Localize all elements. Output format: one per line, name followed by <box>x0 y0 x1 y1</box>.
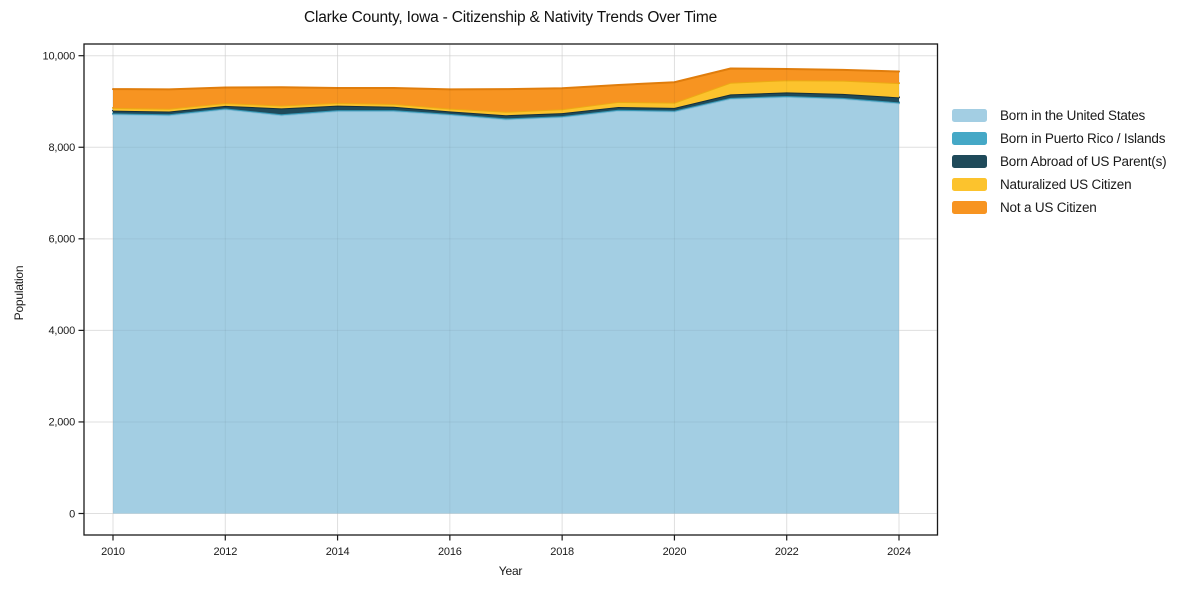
legend-item-born-us: Born in the United States <box>952 104 1166 127</box>
legend-item-not-citizen: Not a US Citizen <box>952 196 1166 219</box>
legend-label-born-puerto-rico: Born in Puerto Rico / Islands <box>1000 131 1166 146</box>
chart-title: Clarke County, Iowa - Citizenship & Nati… <box>303 9 718 26</box>
legend-swatch-naturalized <box>952 178 987 191</box>
axis-ticks <box>78 55 900 541</box>
y-tick-label: 4,000 <box>48 325 75 337</box>
legend-swatch-born-abroad <box>952 155 987 168</box>
x-tick-label: 2014 <box>326 546 350 558</box>
y-tick-label: 8,000 <box>48 142 75 154</box>
area-layer-4 <box>113 68 899 112</box>
x-tick-label: 2010 <box>101 546 125 558</box>
y-tick-label: 10,000 <box>43 51 76 63</box>
x-tick-label: 2022 <box>775 546 799 558</box>
area-layer-3 <box>113 80 899 116</box>
legend: Born in the United States Born in Puerto… <box>952 104 1167 219</box>
plot-border <box>83 43 939 536</box>
y-axis-title-text: Population <box>12 265 26 321</box>
legend-swatch-born-us <box>952 109 987 122</box>
legend-label-naturalized: Naturalized US Citizen <box>1000 177 1132 192</box>
y-tick-label: 6,000 <box>48 234 75 246</box>
area-layer-0 <box>113 96 899 514</box>
x-tick-label: 2018 <box>550 546 574 558</box>
area-layer-2 <box>113 92 899 119</box>
y-tick-label: 0 <box>69 508 75 520</box>
area-layers <box>112 67 900 514</box>
x-tick-label: 2016 <box>438 546 462 558</box>
legend-label-born-abroad: Born Abroad of US Parent(s) <box>1000 154 1167 169</box>
legend-item-naturalized: Naturalized US Citizen <box>952 173 1166 196</box>
legend-swatch-born-puerto-rico <box>952 132 987 145</box>
legend-label-not-citizen: Not a US Citizen <box>1000 200 1097 215</box>
x-tick-label: 2024 <box>887 546 911 558</box>
legend-swatch-not-citizen <box>952 201 987 214</box>
y-tick-label: 2,000 <box>48 417 75 429</box>
legend-item-born-abroad: Born Abroad of US Parent(s) <box>952 150 1167 173</box>
x-tick-label: 2012 <box>213 546 237 558</box>
x-axis-title: Year <box>498 564 523 578</box>
area-edge-4 <box>112 67 900 91</box>
legend-item-born-puerto-rico: Born in Puerto Rico / Islands <box>952 127 1166 150</box>
tick-labels: 0 2,000 4,000 6,000 8,000 10,000 2010 2012 2014 2… <box>43 51 912 559</box>
legend-label-born-us: Born in the United States <box>1000 108 1146 123</box>
x-tick-label: 2020 <box>663 546 687 558</box>
gridlines-overlay <box>84 44 937 535</box>
